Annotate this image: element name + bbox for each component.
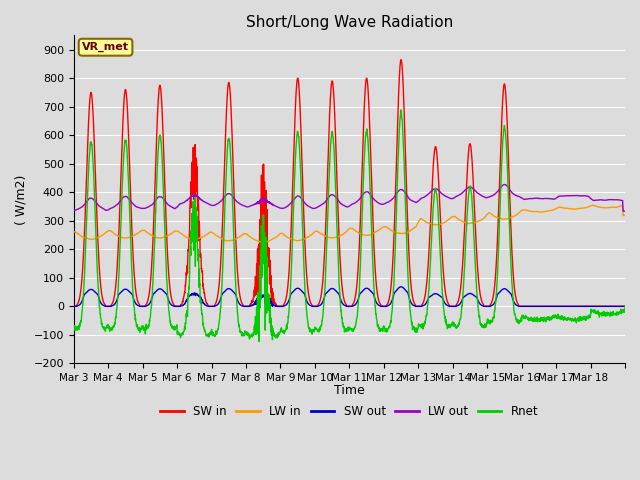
Y-axis label: ( W/m2): ( W/m2) <box>15 174 28 225</box>
Text: VR_met: VR_met <box>82 42 129 52</box>
Title: Short/Long Wave Radiation: Short/Long Wave Radiation <box>246 15 453 30</box>
Legend: SW in, LW in, SW out, LW out, Rnet: SW in, LW in, SW out, LW out, Rnet <box>156 401 543 423</box>
X-axis label: Time: Time <box>334 384 365 397</box>
